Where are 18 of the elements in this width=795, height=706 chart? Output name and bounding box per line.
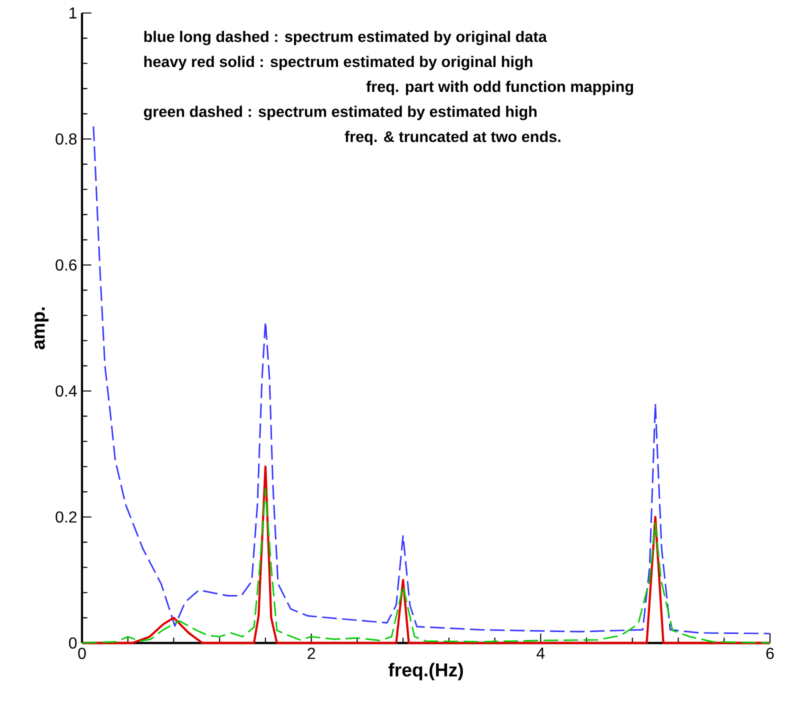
x-tick-label: 0 bbox=[78, 648, 86, 660]
x-axis-title: freq.(Hz) bbox=[388, 662, 463, 680]
y-tick-label: 0 bbox=[69, 637, 77, 649]
annotation: green dashed : spectrum estimated by estimated high bbox=[144, 106, 537, 120]
x-tick-label: 6 bbox=[766, 648, 774, 660]
annotation: freq. part with odd function mapping bbox=[366, 80, 634, 96]
y-tick-label: 0.8 bbox=[56, 133, 77, 145]
y-tick-label: 1 bbox=[70, 7, 77, 18]
annotation: heavy red solid : spectrum estimated by original high bbox=[144, 56, 532, 70]
annotation: freq. & truncated at two ends. bbox=[344, 130, 560, 146]
y-tick-label: 0.2 bbox=[56, 511, 76, 523]
y-tick-label: 0.4 bbox=[56, 385, 77, 397]
annotation: blue long dashed : spectrum estimated by original data bbox=[144, 30, 547, 46]
x-tick-label: 4 bbox=[536, 648, 545, 659]
y-tick-label: 0.6 bbox=[56, 259, 77, 271]
line-series bbox=[92, 126, 771, 634]
x-tick-label: 2 bbox=[308, 648, 315, 659]
y-axis-title: amp. bbox=[34, 307, 49, 350]
